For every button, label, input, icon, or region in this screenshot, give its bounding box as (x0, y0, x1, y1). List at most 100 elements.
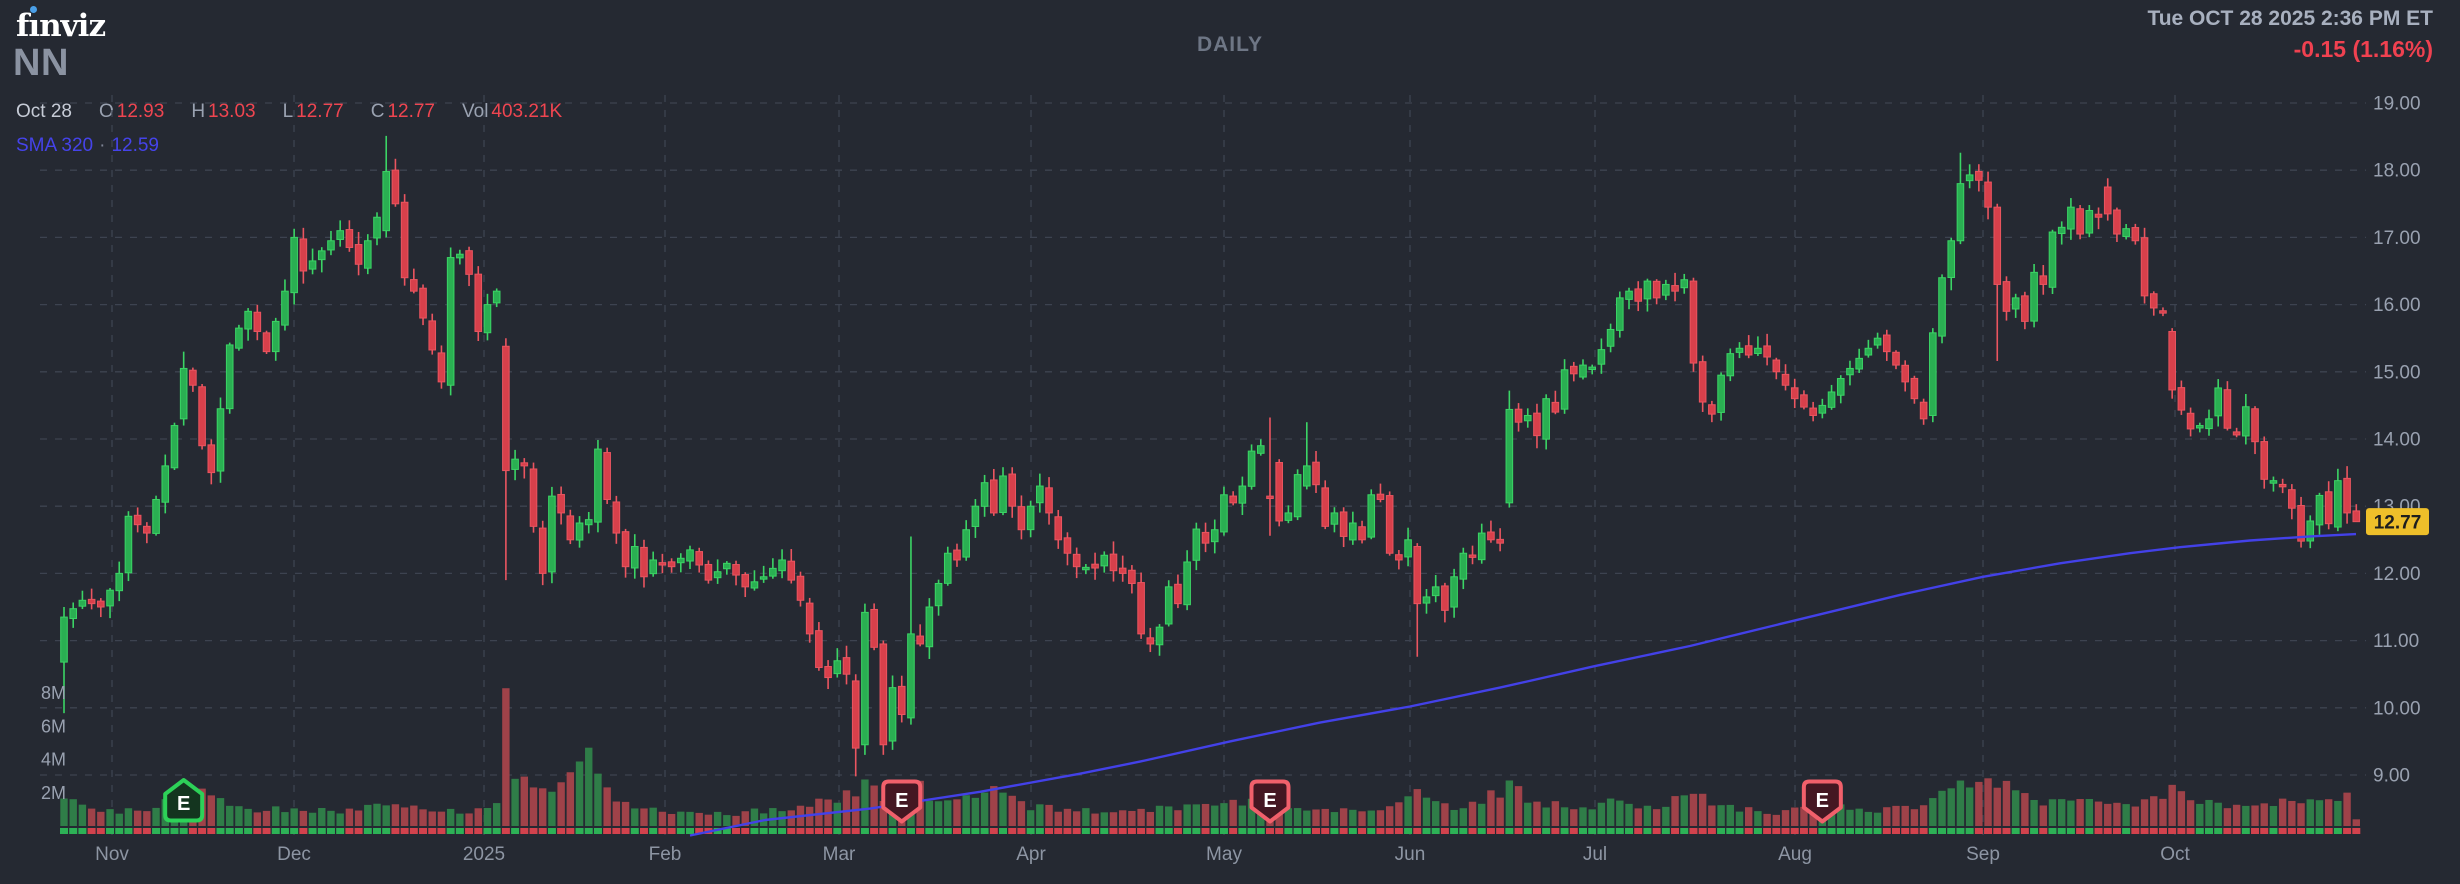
candle (677, 557, 685, 564)
candle (704, 563, 713, 581)
candle (511, 458, 519, 470)
candle (2103, 186, 2112, 215)
earnings-badge-red[interactable]: E (1801, 779, 1843, 824)
candle (1763, 345, 1771, 358)
volume-bar (999, 792, 1007, 826)
volume-bar (262, 810, 271, 826)
candle (97, 600, 105, 608)
ticker-symbol: NN (13, 42, 69, 84)
volume-bar (1883, 807, 1891, 826)
volume-bar (612, 801, 621, 826)
volume-bar (2334, 800, 2342, 826)
volume-bar (2094, 801, 2103, 826)
volume-bar (1238, 805, 1247, 826)
candle (124, 515, 133, 574)
candle (60, 616, 68, 663)
volume-bar (1662, 806, 1670, 826)
candle (2223, 389, 2232, 429)
candle (1569, 365, 1578, 375)
candle (1717, 374, 1725, 413)
volume-bar (1468, 801, 1477, 826)
candle (1560, 369, 1569, 410)
volume-bar (1450, 809, 1458, 826)
volume-bar (382, 805, 390, 826)
volume-bar (1395, 802, 1403, 826)
volume-bar (272, 806, 280, 826)
earnings-badge-red[interactable]: E (881, 779, 923, 824)
volume-bar (1846, 809, 1854, 826)
volume-bar (1634, 808, 1642, 826)
volume-bar (2076, 799, 2084, 826)
finviz-logo[interactable]: fınviz (16, 6, 106, 44)
candle (327, 240, 335, 251)
candle (2297, 505, 2305, 542)
candle (2030, 271, 2038, 322)
candle (566, 515, 575, 541)
volume-bar (2288, 800, 2296, 826)
candle (1698, 361, 1707, 403)
volume-bar (345, 808, 354, 826)
volume-bar (410, 805, 418, 826)
candle (538, 527, 547, 574)
volume-bar (2278, 798, 2287, 826)
gridlines (40, 95, 2366, 835)
candle (1210, 529, 1219, 543)
earnings-badge-red[interactable]: E (1249, 779, 1291, 824)
candle (1330, 512, 1339, 525)
candle (419, 287, 427, 319)
candle (759, 576, 768, 580)
candle (1855, 357, 1863, 370)
candle (2131, 227, 2140, 242)
candle (2113, 209, 2121, 235)
volume-bar (456, 813, 464, 826)
candle (456, 253, 464, 259)
candle (1634, 288, 1643, 302)
candle (1533, 412, 1541, 437)
volume-bar (1017, 801, 1026, 826)
volume-bar (216, 798, 225, 826)
candle (428, 320, 437, 351)
volume-bar (87, 808, 96, 826)
candle (189, 369, 197, 386)
candle (2057, 226, 2066, 235)
volume-bar (1919, 805, 1928, 826)
volume-bar (2122, 804, 2130, 826)
candle (640, 546, 648, 578)
volume-bar (511, 778, 519, 826)
price-tick-label: 12.00 (2373, 564, 2421, 585)
candle (1496, 538, 1504, 544)
volume-bar (2159, 798, 2167, 826)
volume-bar (1404, 796, 1412, 826)
month-label: May (1206, 844, 1242, 865)
volume-bar (1910, 809, 1919, 826)
volume-bar (1570, 809, 1578, 826)
volume-tick-label: 8M (41, 683, 66, 703)
volume-bar (1321, 808, 1329, 826)
candle (1026, 505, 1035, 531)
candle (1754, 347, 1762, 355)
volume-bar (667, 813, 676, 826)
earnings-badge-green[interactable]: E (163, 778, 205, 823)
candle (502, 345, 510, 472)
candle (1385, 495, 1394, 554)
candle (2177, 387, 2186, 411)
volume-bar (2196, 803, 2204, 826)
volume-bar (1478, 803, 1486, 826)
volume-bar (1643, 805, 1652, 826)
candle (1652, 280, 1661, 299)
volume-bar (2242, 805, 2250, 826)
volume-bar (235, 806, 243, 826)
price-tick-label: 16.00 (2373, 295, 2421, 316)
volume-bar (695, 812, 703, 826)
volume-bar (2168, 784, 2176, 826)
candle (1671, 285, 1679, 292)
candle (170, 425, 179, 469)
candle (1441, 585, 1449, 611)
month-label: Nov (95, 844, 129, 865)
candle (1901, 364, 1910, 383)
candle (2002, 281, 2011, 312)
volume-bar (1496, 797, 1504, 826)
candle (2149, 293, 2158, 309)
volume-bar (1422, 797, 1431, 826)
